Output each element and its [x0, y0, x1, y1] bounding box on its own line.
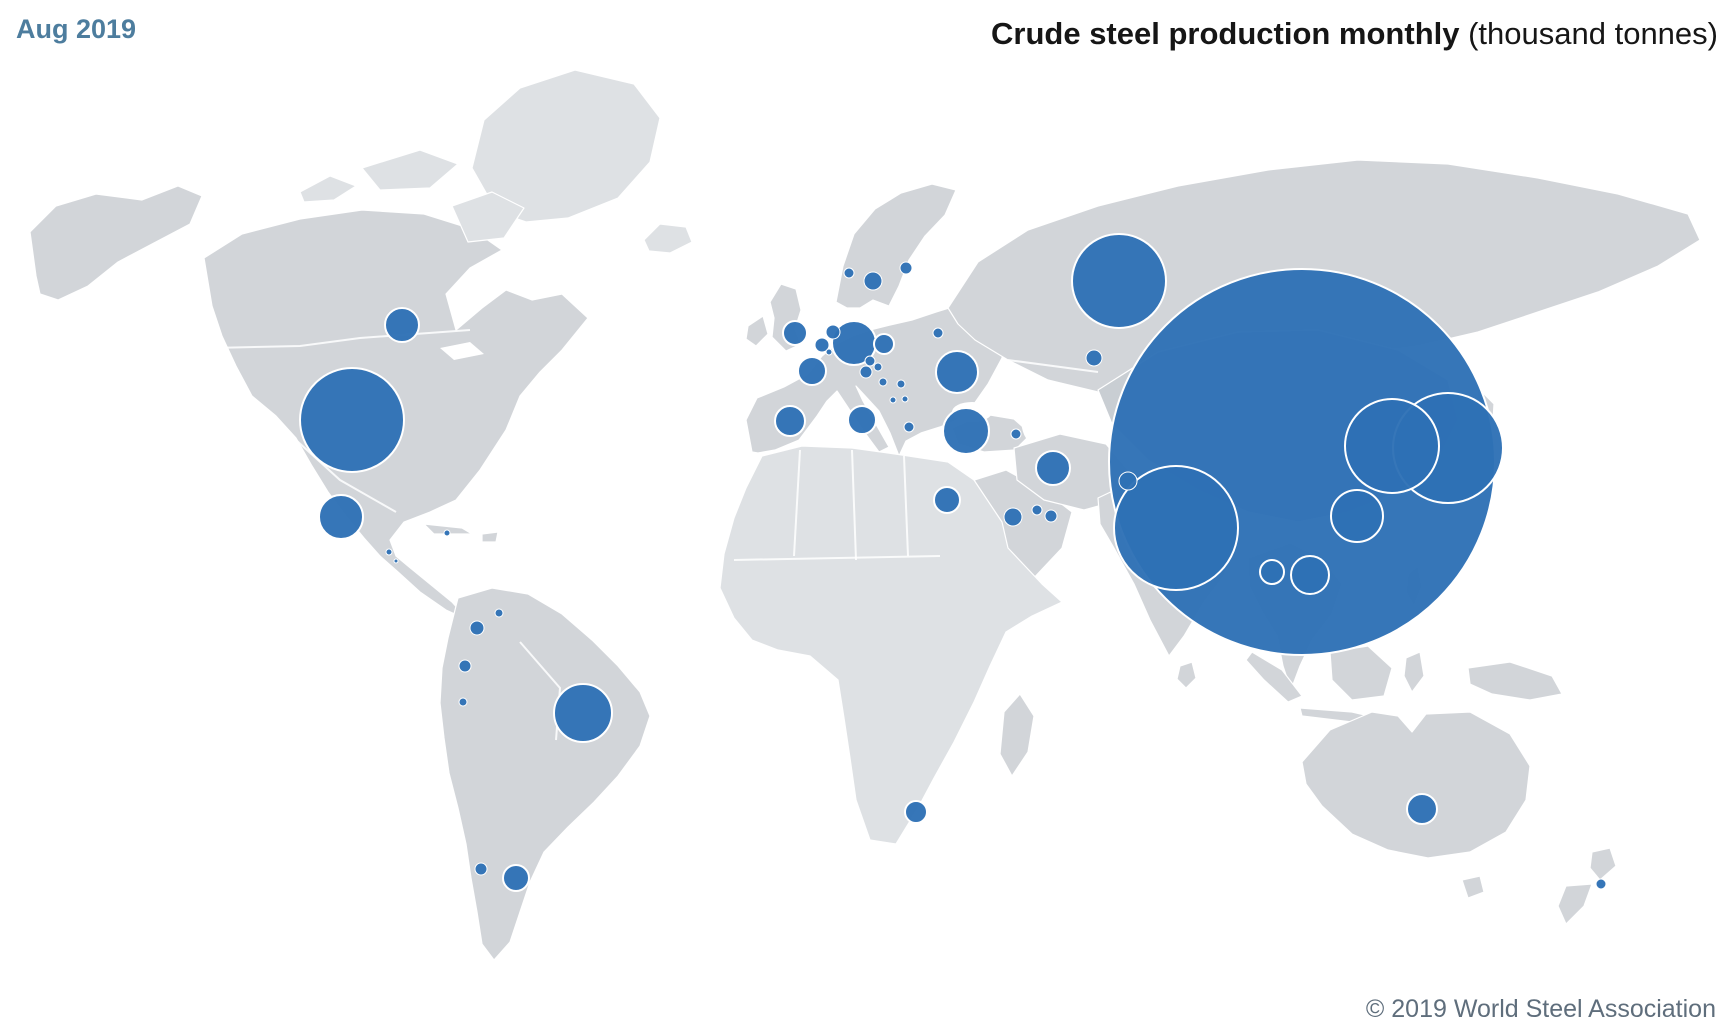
bubble-south-africa[interactable]: [904, 800, 928, 824]
bubble-norway[interactable]: [843, 267, 855, 279]
bubble-serbia[interactable]: [889, 396, 897, 404]
bubble-venezuela[interactable]: [494, 608, 504, 618]
border-russia-kazakhstan: [1007, 359, 1099, 373]
bubble-qatar[interactable]: [1031, 504, 1043, 516]
bubble-united-states[interactable]: [299, 367, 405, 473]
bubble-argentina[interactable]: [502, 864, 530, 892]
bubble-hungary[interactable]: [878, 377, 888, 387]
bubble-russia[interactable]: [1071, 233, 1167, 329]
landmass-iceland: [643, 223, 693, 254]
bubble-ukraine[interactable]: [935, 350, 979, 394]
border-us-mexico: [295, 439, 397, 513]
landmass-australia: [1301, 711, 1531, 859]
chart-title-units: (thousand tonnes): [1459, 16, 1718, 51]
landmass-greenland: [471, 69, 661, 223]
bubble-south-korea[interactable]: [1344, 398, 1440, 494]
bubble-india[interactable]: [1113, 465, 1239, 591]
landmass-sulawesi: [1403, 651, 1425, 693]
bubble-poland[interactable]: [873, 333, 895, 355]
bubble-thailand[interactable]: [1259, 559, 1285, 585]
bubble-mexico[interactable]: [318, 494, 364, 540]
bubble-italy[interactable]: [847, 405, 877, 435]
bubble-colombia[interactable]: [469, 620, 485, 636]
bubble-new-zealand[interactable]: [1595, 878, 1607, 890]
bubble-belgium[interactable]: [814, 337, 830, 353]
bubble-finland[interactable]: [899, 261, 913, 275]
landmass-tasmania: [1461, 875, 1485, 899]
bubble-azerbaijan[interactable]: [1010, 428, 1022, 440]
landmass-madagascar: [999, 693, 1035, 777]
bubble-taiwan[interactable]: [1330, 489, 1384, 543]
caspian-sea: [1021, 394, 1043, 442]
landmass-sri-lanka: [1176, 661, 1197, 689]
bubble-netherlands[interactable]: [825, 324, 841, 340]
bubble-guatemala[interactable]: [385, 548, 393, 556]
bubble-egypt[interactable]: [933, 486, 961, 514]
bubble-turkey[interactable]: [942, 407, 990, 455]
landmass-cuba: [423, 523, 473, 535]
copyright-credit: © 2019 World Steel Association: [1365, 995, 1716, 1023]
bubble-iran[interactable]: [1035, 450, 1071, 486]
bubble-peru[interactable]: [458, 697, 468, 707]
bubble-canada[interactable]: [384, 307, 420, 343]
bubble-france[interactable]: [797, 356, 827, 386]
landmass-ireland: [745, 315, 769, 347]
bubble-slovakia[interactable]: [873, 362, 883, 372]
chart-title-main: Crude steel production monthly: [991, 16, 1460, 51]
bubble-luxembourg[interactable]: [825, 348, 833, 356]
bubble-czechia[interactable]: [864, 355, 876, 367]
landmass-new-zealand-south: [1557, 883, 1593, 925]
bubble-layer: [299, 233, 1607, 892]
landmass-south-america: [439, 587, 651, 961]
border-sahara-2: [851, 449, 857, 561]
border-sahel: [733, 555, 941, 561]
border-sahara-1: [793, 449, 801, 557]
bubble-austria[interactable]: [859, 365, 873, 379]
bubble-ecuador[interactable]: [458, 659, 472, 673]
landmass-new-guinea: [1467, 661, 1563, 701]
bubble-pakistan[interactable]: [1118, 471, 1138, 491]
great-lakes: [440, 342, 484, 360]
bubble-vietnam[interactable]: [1290, 555, 1330, 595]
bubble-greece[interactable]: [903, 421, 915, 433]
landmass-hispaniola: [481, 531, 499, 543]
landmass-new-zealand-north: [1589, 847, 1617, 881]
bubble-belarus[interactable]: [932, 327, 944, 339]
bubble-brazil[interactable]: [553, 683, 613, 743]
landmass-borneo: [1329, 645, 1393, 701]
chart-title: Crude steel production monthly (thousand…: [991, 16, 1718, 52]
bubble-united-arab-emirates[interactable]: [1044, 509, 1058, 523]
bubble-bulgaria[interactable]: [901, 395, 909, 403]
bubble-chile[interactable]: [474, 862, 488, 876]
bubble-romania[interactable]: [896, 379, 906, 389]
landmass-arctic-island-2: [361, 149, 459, 191]
bubble-australia[interactable]: [1406, 793, 1438, 825]
landmass-sumatra: [1245, 651, 1303, 703]
bubble-saudi-arabia[interactable]: [1003, 507, 1023, 527]
bubble-spain[interactable]: [774, 405, 806, 437]
bubble-el-salvador[interactable]: [393, 558, 399, 564]
bubble-kazakhstan[interactable]: [1085, 349, 1103, 367]
landmass-africa: [719, 445, 1063, 845]
border-sahara-3: [903, 455, 909, 557]
landmass-alaska: [29, 185, 203, 301]
bubble-cuba[interactable]: [443, 529, 451, 537]
landmass-scandinavia: [835, 183, 957, 309]
landmass-baffin-island: [451, 191, 525, 243]
date-label: Aug 2019: [16, 14, 137, 44]
landmass-arctic-island-1: [299, 175, 357, 203]
bubble-sweden[interactable]: [863, 271, 883, 291]
bubble-united-kingdom[interactable]: [782, 320, 808, 346]
